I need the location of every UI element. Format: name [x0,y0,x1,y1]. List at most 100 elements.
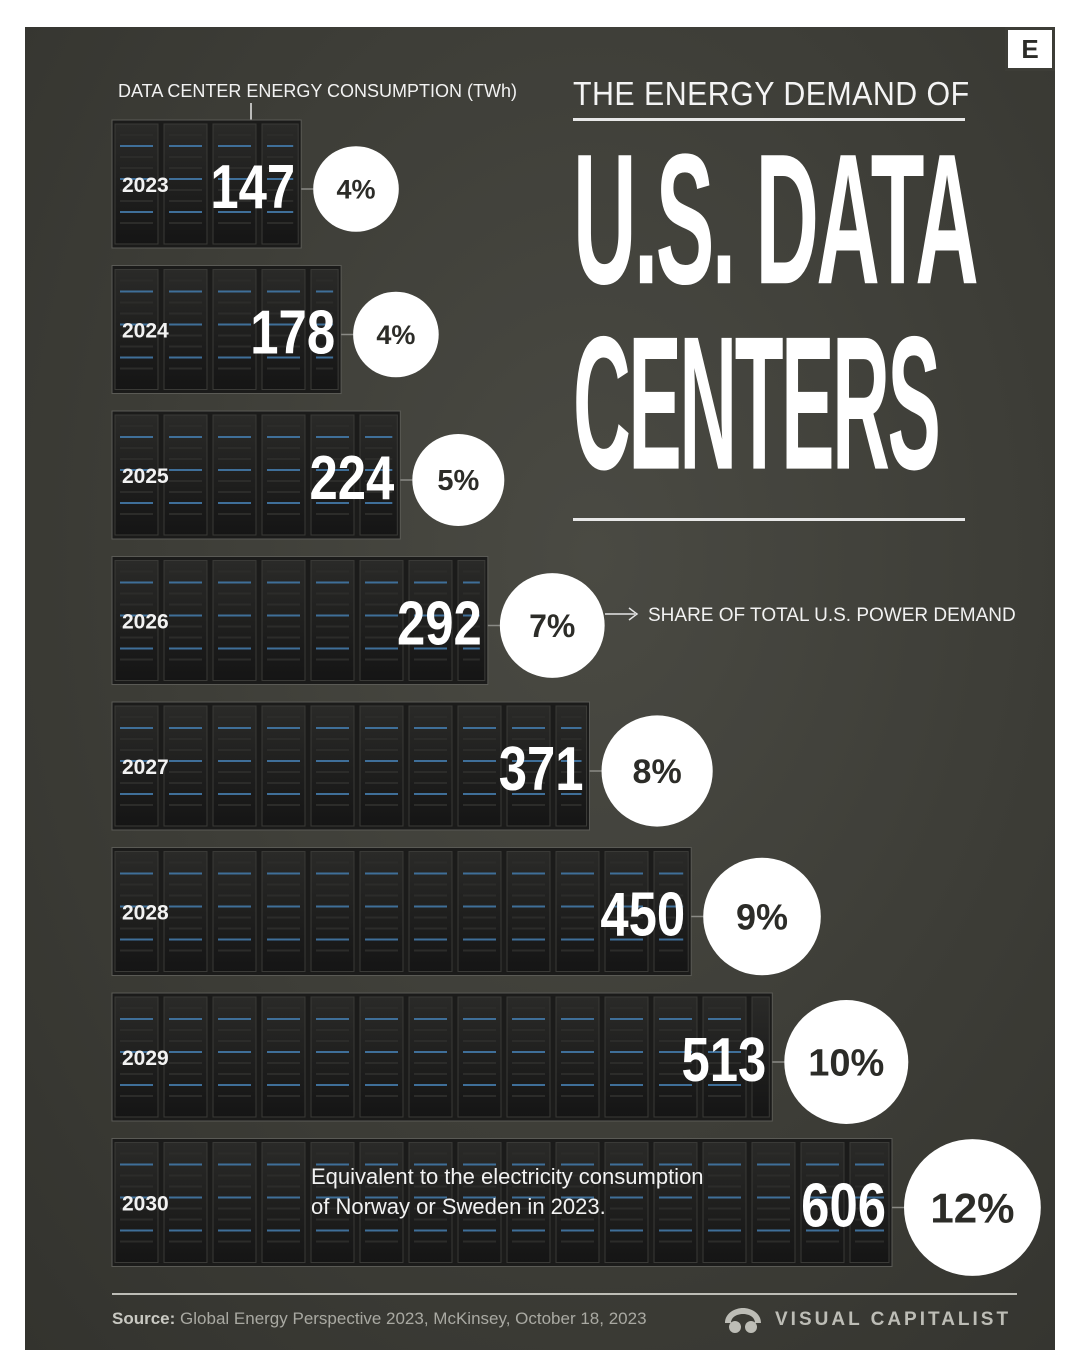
rack-slot [708,1007,741,1009]
rack-slot [316,1051,349,1053]
rack-slot [463,1163,496,1166]
value-label: 450 [600,881,685,950]
rack-slot [365,1196,398,1199]
rack-slot [218,491,251,493]
rack-slot [855,1174,884,1177]
publisher-name: VISUAL CAPITALIST [775,1309,1012,1330]
rack-slot [365,1218,398,1221]
rack-slot [120,356,153,359]
rack-slot [659,1084,692,1086]
rack-slot [169,480,202,482]
rack-slot [463,916,496,919]
rack-slot [561,1196,594,1199]
rack-slot [169,647,202,650]
rack-slot [610,1207,643,1210]
rack-slot [561,760,582,762]
rack-slot [708,1040,741,1042]
rack-slot [463,614,480,617]
rack-slot [218,625,251,628]
rack-slot [463,894,496,897]
rack-slot [169,1240,202,1243]
rack-slot [120,1007,153,1009]
rack-slot [169,894,202,897]
rack-slot [169,738,202,740]
rack-slot [267,1029,300,1031]
rack-slot [512,749,545,751]
rack-slot [120,727,153,729]
rack-slot [463,883,496,886]
rack-slot [267,458,300,460]
rack-slot [463,1007,496,1009]
rack-slot [169,883,202,886]
rack-slot [120,367,153,370]
rack-slot [414,749,447,751]
share-circle [412,434,505,526]
rack-slot [561,1218,594,1221]
server-rack [163,1142,208,1263]
rack-slot [169,1007,202,1009]
rack-slot [267,323,300,326]
server-rack [261,414,306,536]
rack-slot [120,178,153,180]
rack-slot [561,861,594,864]
rack-slot [316,916,349,919]
consumption-axis-label: DATA CENTER ENERGY CONSUMPTION (TWh) [118,81,517,101]
rack-slot [218,480,251,482]
rack-slot [512,1163,545,1166]
rack-slot [169,1018,202,1020]
rack-slot [610,1196,643,1199]
rack-slot [708,1185,741,1188]
rack-slot [316,301,334,304]
rack-slot [316,491,349,493]
rack-slot [806,1152,839,1155]
rack-slot [365,782,398,784]
rack-slot [463,872,496,875]
rack-slot [120,200,153,202]
rack-slot [463,592,480,595]
rack-slot [267,167,294,169]
rack-slot [365,1229,398,1232]
rack-slot [267,861,300,864]
rack-slot [561,1095,594,1097]
rack-slot [365,771,398,773]
rack-slot [120,738,153,740]
rack-slot [512,938,545,941]
rack-slot [414,782,447,784]
rack-slot [414,861,447,864]
server-rack [408,851,453,972]
rack-slot [610,1073,643,1075]
rack-slot [316,367,334,370]
rack-slot [610,1040,643,1042]
rack-slot [855,1229,884,1232]
rack-slot [267,145,294,147]
rack-slot [757,1174,790,1177]
rack-slot [708,1196,741,1199]
rack-slot [463,1073,496,1075]
rack-slot [316,658,349,661]
rack-slot [316,334,334,337]
rack-slot [463,658,480,661]
rack-slot [120,211,153,213]
rack-slot [561,1029,594,1031]
rack-slot [169,916,202,919]
server-rack [212,996,257,1118]
rack-slot [610,1007,643,1009]
rack-slot [267,1163,300,1166]
rack-slot [120,447,153,449]
rack-slot [561,793,582,795]
rack-slot [218,356,251,359]
rack-slot [169,1095,202,1097]
rack-slot [267,872,300,875]
rack-slot [120,1029,153,1031]
rack-slot [561,1051,594,1053]
rack-slot [757,1240,790,1243]
rack-slot [512,1029,545,1031]
rack-slot [463,1029,496,1031]
rack-slot [316,323,334,326]
rack-slot [120,782,153,784]
rack-slot [267,625,300,628]
rack-slot [463,938,496,941]
rack-slot [316,345,334,348]
rack-slot [120,312,153,315]
rack-slot [169,603,202,606]
